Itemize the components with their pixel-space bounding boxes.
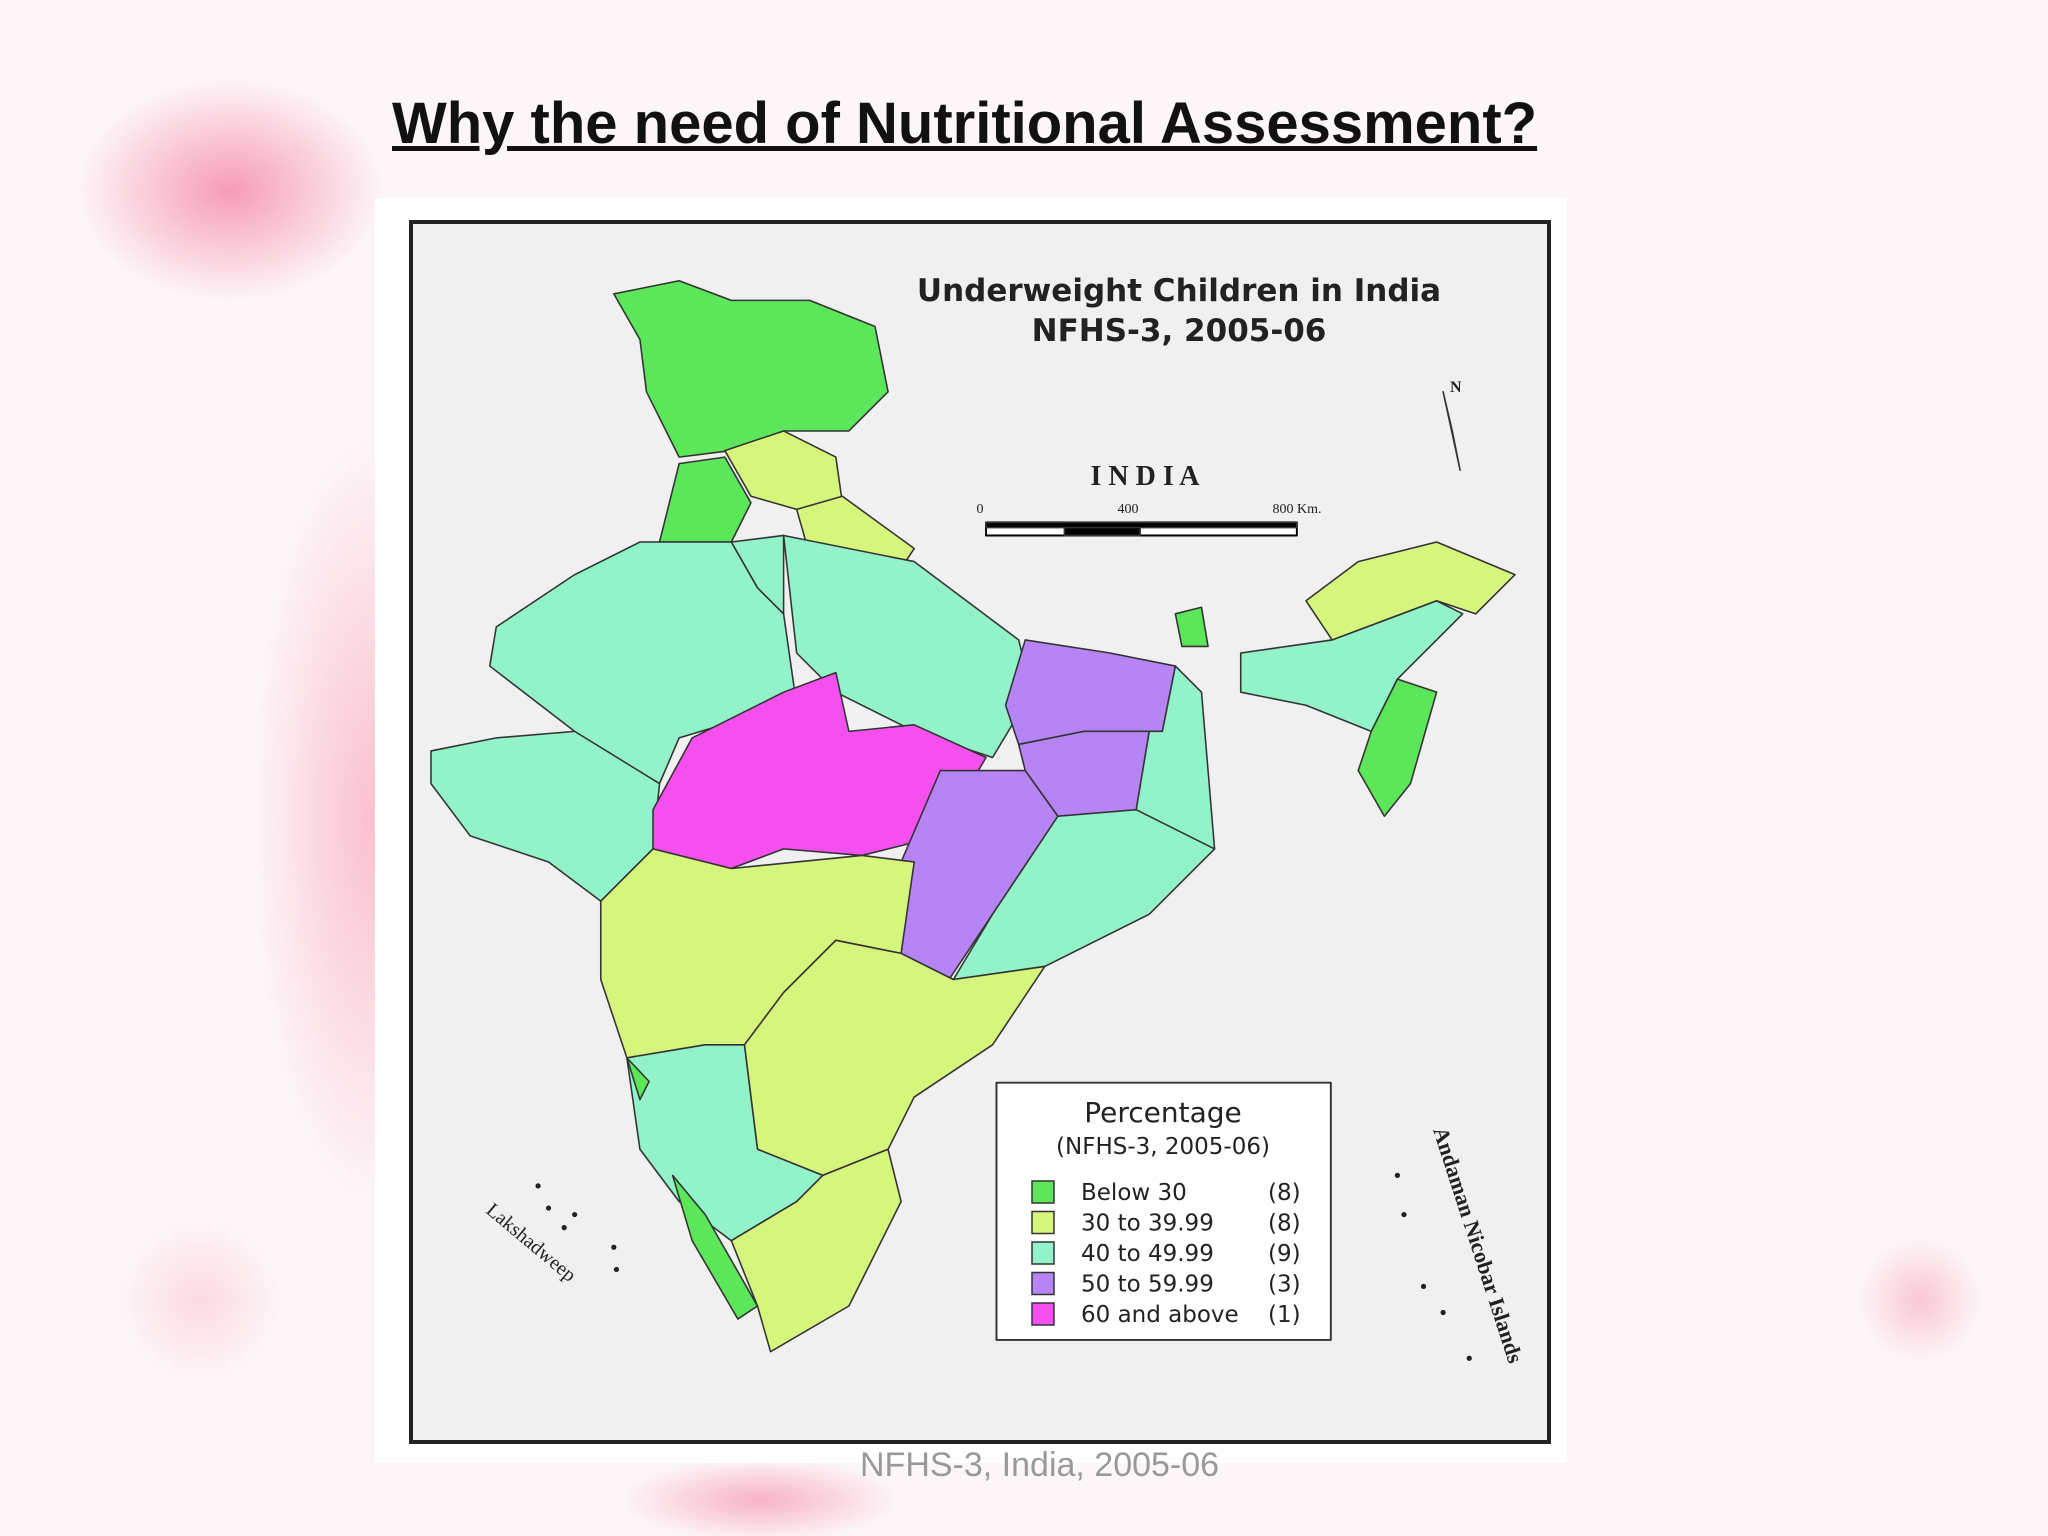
legend-swatch xyxy=(1031,1302,1055,1326)
legend-count: (8) xyxy=(1268,1180,1301,1206)
country-label: I N D I A xyxy=(1091,461,1201,492)
north-label: N xyxy=(1450,379,1462,396)
state xyxy=(730,534,785,615)
legend-count: (3) xyxy=(1268,1272,1301,1298)
scale-label: 400 xyxy=(1118,502,1139,517)
legend-subtitle: (NFHS-3, 2005-06) xyxy=(1056,1134,1270,1160)
legend-items: Below 30 (8) 30 to 39.99 (8) 40 to 49.99 (9) 5… xyxy=(1031,1180,1301,1328)
legend-count: (9) xyxy=(1268,1241,1301,1267)
state xyxy=(782,534,1033,759)
legend-swatch xyxy=(1031,1241,1055,1265)
legend-count: (8) xyxy=(1268,1211,1301,1237)
state xyxy=(730,1148,902,1353)
state xyxy=(671,1174,759,1320)
map-subtitle: NFHS-3, 2005-06 xyxy=(1032,313,1327,349)
slide-title: Why the need of Nutritional Assessment? xyxy=(392,91,1538,156)
map-title: Underweight Children in India xyxy=(917,273,1441,309)
legend-label: 50 to 59.99 xyxy=(1081,1272,1214,1298)
legend-label: 40 to 49.99 xyxy=(1081,1241,1214,1267)
state xyxy=(952,808,1216,981)
state xyxy=(1174,606,1209,648)
scale-label: 800 Km. xyxy=(1273,502,1322,517)
state xyxy=(626,1057,650,1101)
state xyxy=(1357,678,1438,818)
caption: NFHS-3, India, 2005-06 xyxy=(860,1446,1220,1484)
state xyxy=(1305,541,1516,641)
legend-label: 30 to 39.99 xyxy=(1081,1211,1214,1237)
legend-swatch xyxy=(1031,1271,1055,1296)
legend-title: Percentage xyxy=(1084,1096,1242,1129)
legend-label: 60 and above xyxy=(1081,1302,1239,1328)
scale-bar xyxy=(985,521,1298,537)
state xyxy=(613,280,889,458)
legend-label: Below 30 xyxy=(1081,1180,1187,1206)
islands xyxy=(535,1172,1472,1361)
legend-count: (1) xyxy=(1268,1302,1301,1328)
scale-label: 0 xyxy=(977,502,984,517)
states xyxy=(430,280,1516,1361)
state xyxy=(658,456,752,543)
legend-swatch xyxy=(1031,1210,1055,1235)
north-arrow xyxy=(1442,391,1461,471)
legend-swatch xyxy=(1031,1180,1055,1204)
